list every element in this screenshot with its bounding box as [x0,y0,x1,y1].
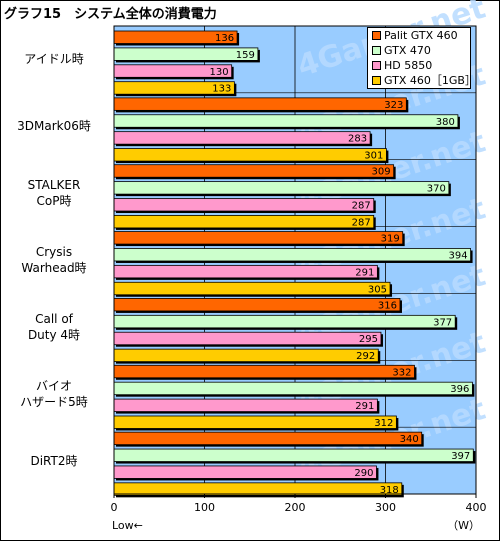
data-label: 136 [215,33,234,44]
data-label: 295 [359,334,378,345]
bar [113,448,474,462]
category-label: 3DMark06時 [17,119,91,134]
category-label: Crysis Warhead時 [21,245,87,275]
bar [113,181,450,195]
bar [113,248,471,262]
x-tick-label: 100 [194,501,215,514]
category-label: DiRT2時 [30,453,78,468]
data-label: 309 [372,167,391,178]
legend-swatch [372,46,381,55]
data-label: 283 [348,134,367,145]
bar [113,231,404,245]
bar [113,281,391,296]
data-label: 370 [427,184,446,195]
data-label: 377 [433,317,452,328]
bar [113,198,375,212]
legend-swatch [372,31,381,40]
chart-legend: Palit GTX 460 GTX 470 HD 5850 GTX 460［1GB］ [367,27,476,89]
data-label: 394 [448,250,467,261]
data-label: 291 [355,267,374,278]
data-label: 130 [210,67,229,78]
bar [113,415,397,429]
data-label: 305 [368,284,387,295]
data-label: 301 [364,151,383,162]
data-label: 287 [352,217,371,228]
legend-label: GTX 470 [384,43,431,57]
data-label: 323 [384,100,403,111]
data-label: 312 [374,418,393,429]
x-tick-label: 200 [285,501,306,514]
legend-label: Palit GTX 460 [384,28,458,42]
bar [113,298,401,312]
data-label: 397 [451,451,470,462]
bar [113,431,423,446]
x-tick-label: 400 [466,501,487,514]
bar [113,398,378,412]
data-label: 287 [352,201,371,212]
data-label: 332 [392,367,411,378]
bar [113,164,395,178]
data-label: 316 [378,300,397,311]
legend-label: GTX 460［1GB］ [384,73,476,87]
legend-item: HD 5850 [372,58,470,73]
bar [113,97,407,111]
category-label: アイドル時 [24,52,84,67]
bar [113,364,415,379]
data-label: 292 [356,351,375,362]
bar [113,215,375,229]
data-label: 291 [355,401,374,412]
chart-title: グラフ15 システム全体の消費電力 [4,7,217,22]
bar [113,131,371,145]
bar [113,482,403,496]
bar [113,314,456,329]
bar [113,148,387,162]
x-axis-unit: （W） [447,519,480,532]
x-axis-low-label: Low← [112,519,143,532]
data-label: 133 [212,84,231,95]
legend-label: HD 5850 [384,58,433,72]
bar [113,381,473,396]
legend-swatch [372,76,381,85]
x-tick-label: 0 [111,501,118,514]
bar [113,331,382,346]
data-label: 396 [450,384,469,395]
legend-swatch [372,61,381,70]
data-label: 159 [236,50,255,61]
x-tick-label: 300 [375,501,396,514]
legend-item: Palit GTX 460 [372,28,470,43]
data-label: 380 [436,117,455,128]
category-label: Call of Duty 4時 [27,311,81,342]
category-label: バイオ ハザード5時 [20,378,88,409]
data-label: 318 [380,485,399,496]
bar [113,348,379,363]
legend-item: GTX 460［1GB］ [372,73,476,88]
data-label: 290 [354,468,373,479]
data-label: 319 [381,234,400,245]
bar [113,114,459,128]
data-label: 340 [400,434,419,445]
bar [113,264,378,279]
category-label: STALKER CoP時 [27,178,81,209]
legend-item: GTX 470 [372,43,470,58]
bar [113,465,377,479]
